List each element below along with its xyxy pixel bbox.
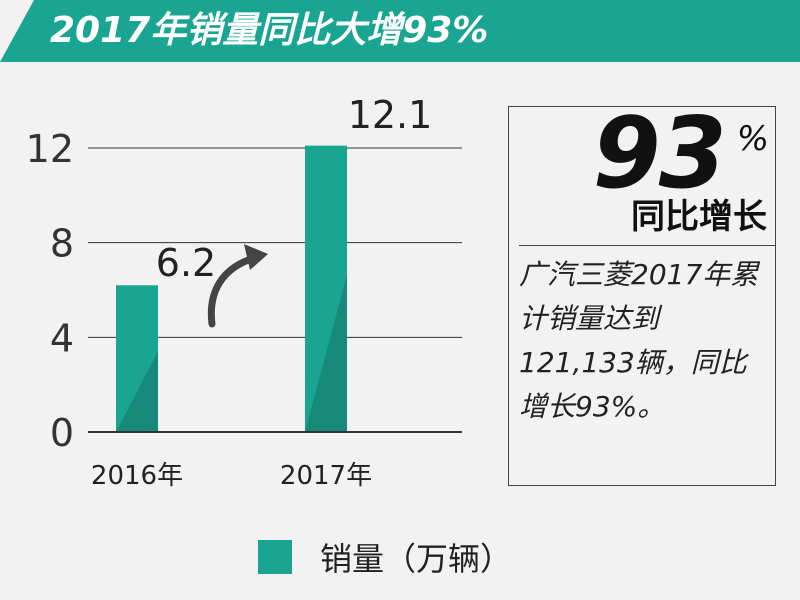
chart-title: 2017年销量同比大增93%	[50, 10, 489, 51]
data-label: 6.2	[156, 241, 216, 285]
title-banner: 2017年销量同比大增93%	[0, 0, 800, 62]
percent-sign: %	[736, 119, 769, 159]
growth-callout-box: 93 % 同比增长 广汽三菱2017年累计销量达到121,133辆，同比增长93…	[508, 99, 776, 486]
growth-percent-value: 93	[592, 97, 727, 211]
x-axis-labels: 2016年 2017年	[91, 461, 372, 491]
x-category-label: 2016年	[91, 461, 183, 491]
data-labels: 6.2 12.1	[156, 93, 433, 285]
bar-chart: 0 4 8 12 2016年 2017年 6.2 12.1	[26, 93, 462, 491]
y-tick-label: 0	[50, 411, 74, 455]
y-tick-label: 12	[26, 127, 74, 171]
legend-label: 销量（万辆）	[320, 540, 513, 578]
bar-shade	[116, 351, 158, 432]
data-label: 12.1	[348, 93, 433, 137]
legend-swatch	[258, 540, 292, 574]
callout-divider	[519, 245, 775, 246]
y-tick-label: 4	[50, 316, 74, 360]
callout-description: 广汽三菱2017年累计销量达到121,133辆，同比增长93%。	[519, 258, 759, 423]
bar-shade	[305, 274, 347, 432]
chart-legend: 销量（万辆）	[258, 536, 512, 578]
growth-arrowhead-icon	[244, 244, 268, 270]
y-tick-label: 8	[50, 222, 74, 266]
x-category-label: 2017年	[280, 461, 372, 491]
bars	[116, 145, 347, 432]
growth-percent-label: 同比增长	[631, 197, 767, 237]
y-axis-ticks: 0 4 8 12	[26, 127, 74, 455]
banner-notch	[0, 0, 34, 62]
growth-arrow-icon	[207, 254, 258, 328]
